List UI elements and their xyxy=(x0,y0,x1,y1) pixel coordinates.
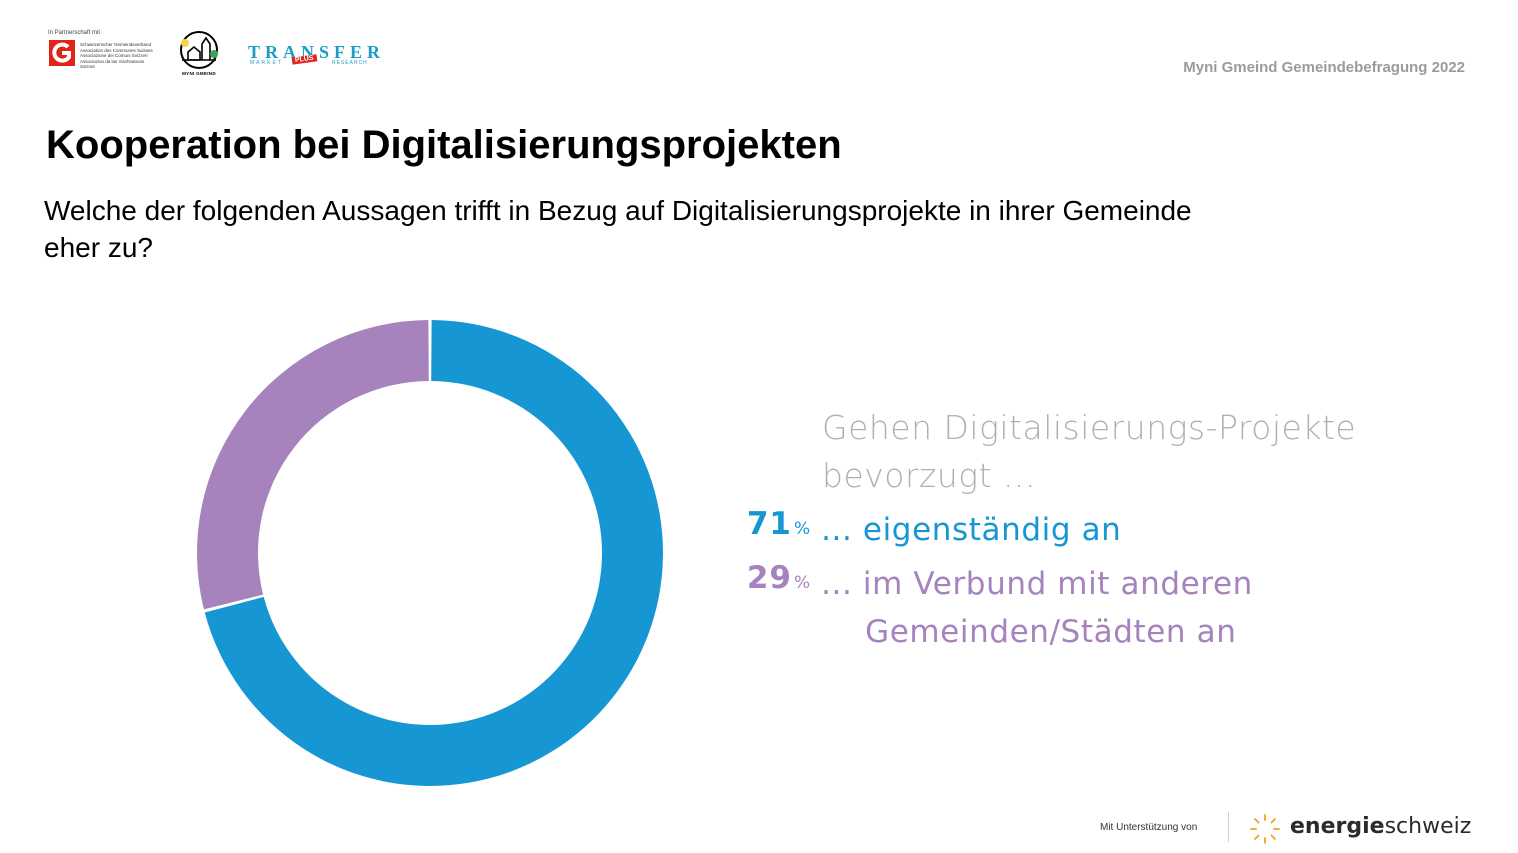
legend-label-continuation: Gemeinden/Städten an xyxy=(865,614,1237,650)
legend-label: ... im Verbund mit anderen Gemeinden/Stä… xyxy=(821,560,1341,656)
legend-percent-sign: % xyxy=(794,573,811,593)
survey-question: Welche der folgenden Aussagen trifft in … xyxy=(44,195,1192,263)
sun-icon xyxy=(1250,814,1280,844)
sgv-logo-text: Schweizerischer Gemeindeverband Associat… xyxy=(80,42,153,69)
footer-support-note: Mit Unterstützung von xyxy=(1100,822,1198,833)
partner-note: In Partnerschaft mit xyxy=(48,30,101,36)
transfer-logo-main: TRANSFER xyxy=(248,42,386,62)
footer-divider xyxy=(1228,812,1229,842)
legend-value: 29 xyxy=(746,560,792,596)
transfer-logo-right: RESEARCH xyxy=(332,60,368,66)
legend-percent-sign: % xyxy=(794,519,811,539)
energieschweiz-wordmark: energieschweiz xyxy=(1290,814,1472,839)
transfer-logo: TRANSFER MARKET PLUS RESEARCH xyxy=(248,42,380,72)
survey-label: Myni Gmeind Gemeindebefragung 2022 xyxy=(1183,59,1465,76)
donut-chart xyxy=(197,320,663,786)
myni-gmeind-caption: MYNI GMEIND xyxy=(182,71,216,76)
sgv-g-icon xyxy=(49,40,75,66)
legend-item-verbund: 29% ... im Verbund mit anderen Gemeinden… xyxy=(740,560,1341,656)
legend-intro: Gehen Digitalisierungs-Projekte bevorzug… xyxy=(822,408,1357,495)
donut-slice-2 xyxy=(197,320,429,610)
village-icon xyxy=(180,31,218,69)
myni-gmeind-logo: MYNI GMEIND xyxy=(172,30,226,76)
page-title: Kooperation bei Digitalisierungsprojekte… xyxy=(46,123,842,167)
legend-value: 71 xyxy=(746,506,792,542)
sgv-logo: Schweizerischer Gemeindeverband Associat… xyxy=(48,38,158,72)
transfer-logo-left: MARKET xyxy=(250,60,283,66)
legend-label: ... eigenständig an xyxy=(821,512,1122,548)
legend-item-eigenstaendig: 71% ... eigenständig an xyxy=(740,506,1121,554)
